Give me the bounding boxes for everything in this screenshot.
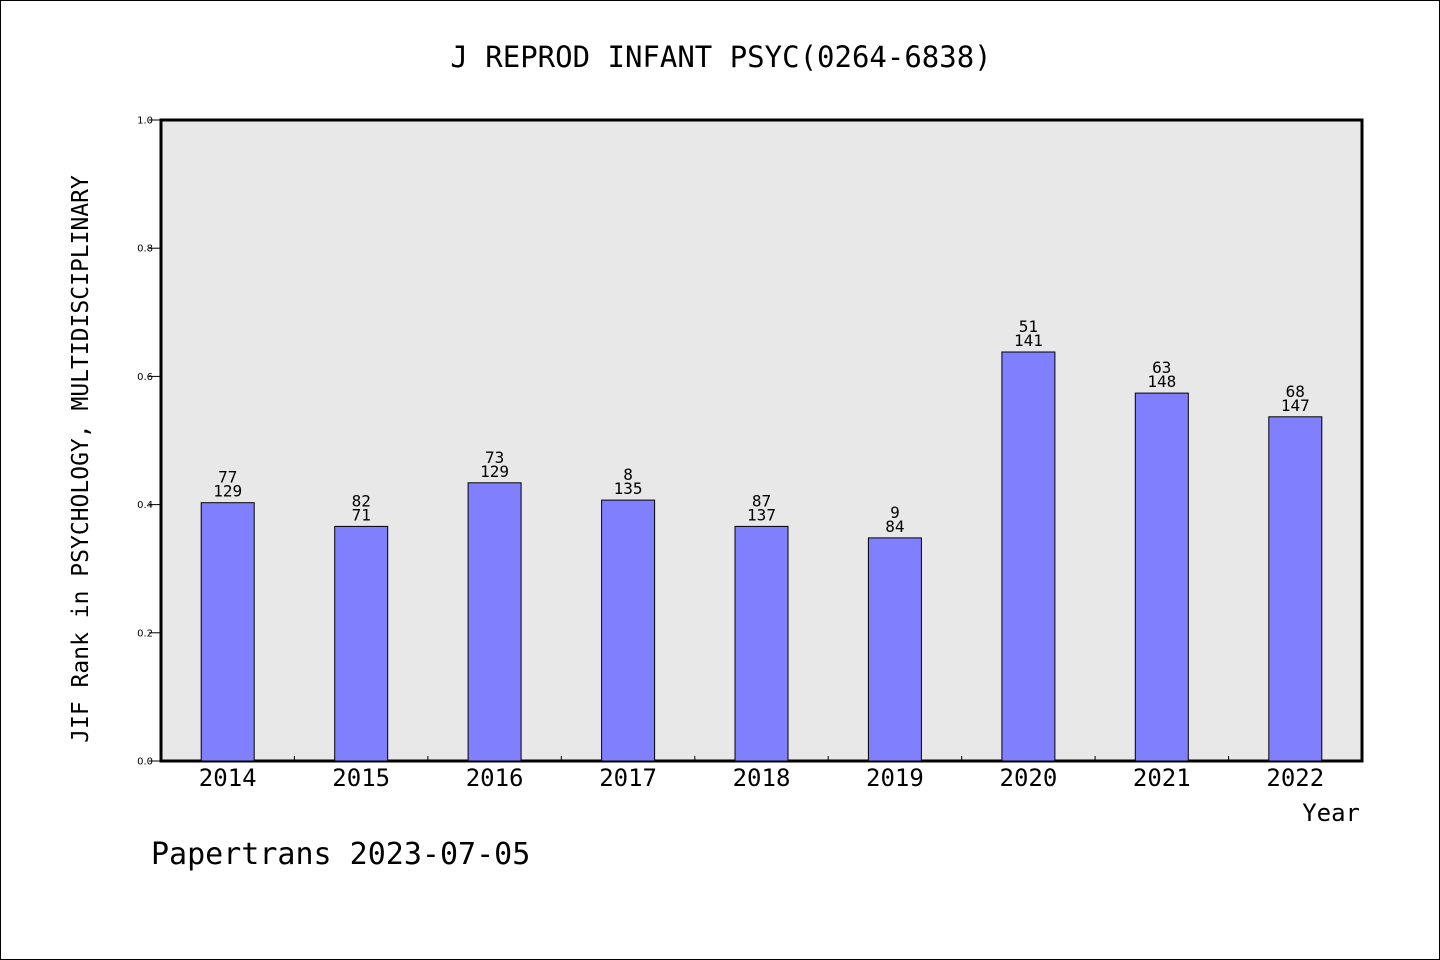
x-tick-label-2021: 2021 — [1133, 764, 1191, 792]
bar-label-top-2016: 73 — [485, 448, 504, 467]
y-axis-label: JIF Rank in PSYCHOLOGY, MULTIDISCIPLINAR… — [68, 175, 94, 743]
chart-title: J REPROD INFANT PSYC(0264-6838) — [450, 40, 991, 74]
bar-2017 — [601, 499, 656, 762]
x-axis-label: Year — [1302, 799, 1360, 827]
bar-label-top-2021: 63 — [1152, 358, 1171, 377]
bar-label-top-2015: 82 — [352, 491, 371, 510]
bar-label-top-2019: 9 — [890, 503, 900, 522]
bar-2022 — [1268, 416, 1323, 762]
bar-label-bottom-2015: 71 — [352, 505, 371, 524]
bar-2016 — [467, 482, 522, 762]
x-tick-label-2017: 2017 — [599, 764, 657, 792]
footer-text: Papertrans 2023-07-05 — [151, 837, 530, 872]
bar-2014 — [200, 502, 255, 762]
y-tick-label-0.4: 0.4 — [137, 500, 153, 511]
bar-label-top-2022: 68 — [1286, 382, 1305, 401]
bar-2018 — [734, 525, 789, 762]
bar-label-bottom-2014: 129 — [213, 482, 242, 501]
bar-label-top-2018: 87 — [752, 491, 771, 510]
bar-label-bottom-2020: 141 — [1014, 331, 1043, 350]
y-tick-label-1.0: 1.0 — [137, 116, 153, 127]
bar-label-bottom-2022: 147 — [1281, 396, 1310, 415]
bars-group — [200, 351, 1323, 762]
y-tick-label-0.6: 0.6 — [137, 372, 153, 383]
x-tick-label-2016: 2016 — [466, 764, 524, 792]
x-tick-label-2019: 2019 — [866, 764, 924, 792]
bar-label-bottom-2021: 148 — [1147, 372, 1176, 391]
y-tick-label-0.2: 0.2 — [137, 628, 153, 639]
x-tick-label-2018: 2018 — [733, 764, 791, 792]
bar-label-top-2014: 77 — [218, 468, 237, 487]
bar-label-top-2017: 8 — [623, 465, 633, 484]
x-tick-label-2015: 2015 — [332, 764, 390, 792]
bar-label-bottom-2019: 84 — [885, 517, 904, 536]
x-tick-label-2020: 2020 — [1000, 764, 1058, 792]
bar-label-bottom-2018: 137 — [747, 505, 776, 524]
x-tick-label-2022: 2022 — [1266, 764, 1324, 792]
y-tick-label-0.8: 0.8 — [137, 244, 153, 255]
bar-label-bottom-2016: 129 — [480, 462, 509, 481]
y-tick-label-0.0: 0.0 — [137, 757, 153, 768]
x-ticks-group: 2014 2015 2016 2017 2018 2019 2020 2021 2022 — [199, 756, 1324, 792]
x-tick-label-2014: 2014 — [199, 764, 257, 792]
bar-label-bottom-2017: 135 — [614, 479, 643, 498]
bar-2021 — [1134, 392, 1189, 762]
bar-2020 — [1001, 351, 1056, 762]
bar-label-top-2020: 51 — [1019, 317, 1038, 336]
bar-2019 — [867, 537, 922, 762]
bar-2015 — [334, 525, 389, 762]
y-ticks-group: 0.0 0.2 0.4 0.6 0.8 1.0 — [137, 116, 161, 768]
